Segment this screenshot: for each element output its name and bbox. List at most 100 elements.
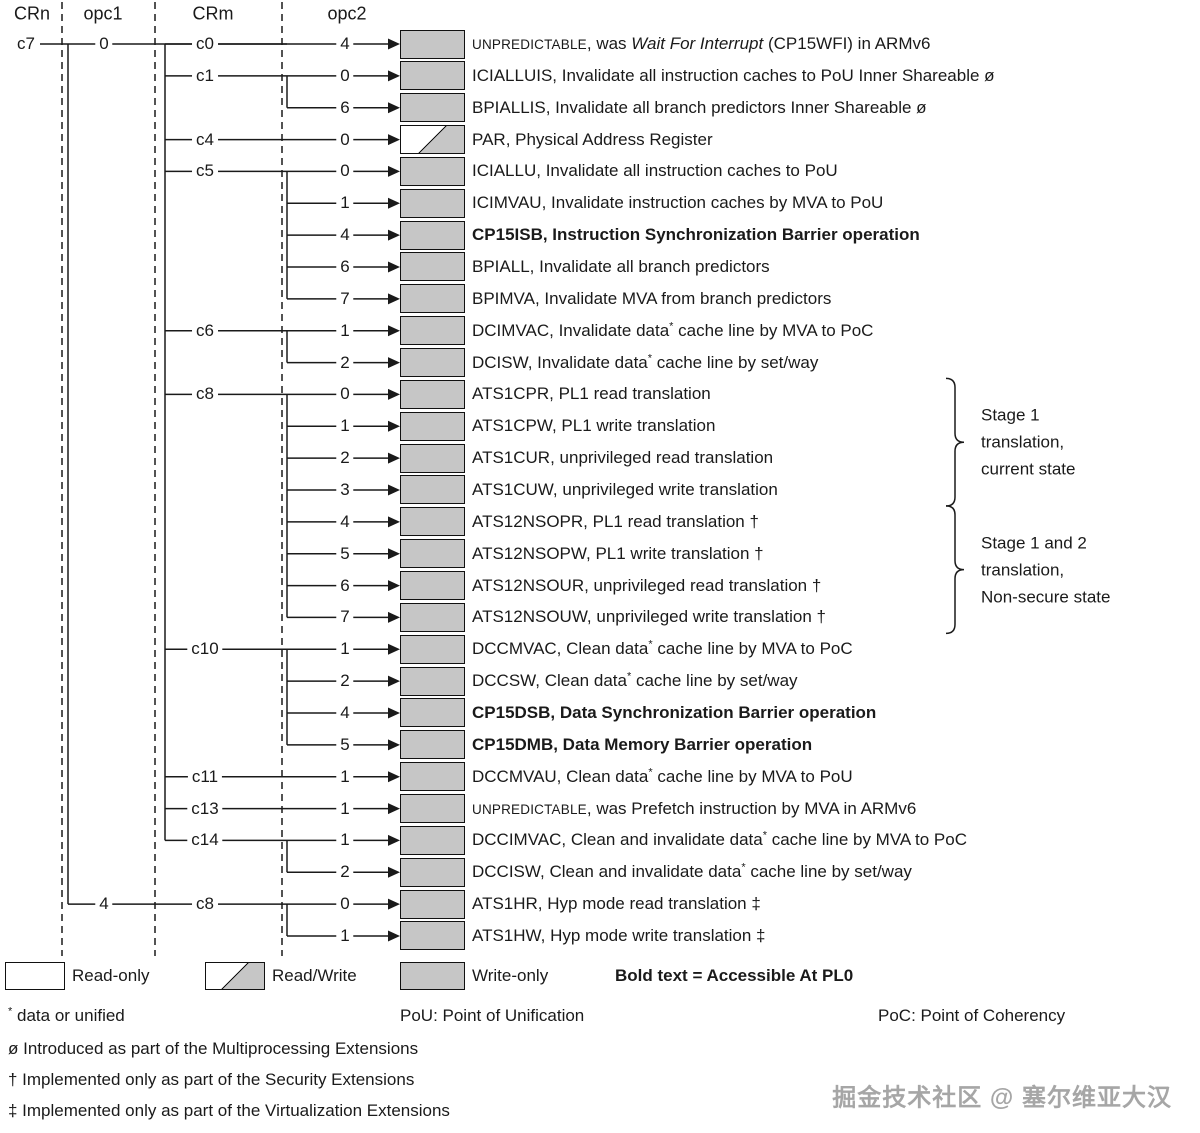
register-description: ATS1HR, Hyp mode read translation ‡ [472,894,761,914]
access-box-write-only [400,666,465,696]
watermark-text: 掘金技术社区 @ 塞尔维亚大汉 [832,1084,1172,1112]
opc2-value: 4 [336,511,354,532]
opc2-value: 3 [336,479,354,500]
column-header-crn: CRn [13,3,51,24]
column-header-crm: CRm [192,3,234,24]
register-description: DCCISW, Clean and invalidate data* cache… [472,861,912,882]
footnote-virtualization: ‡ Implemented only as part of the Virtua… [8,1101,450,1120]
register-description: ICIALLUIS, Invalidate all instruction ca… [472,65,995,85]
register-description: CP15DMB, Data Memory Barrier operation [472,734,813,754]
register-description: ATS12NSOUW, unprivileged write translati… [472,607,827,627]
access-box-write-only [400,348,465,378]
footnote-security: † Implemented only as part of the Securi… [8,1070,415,1089]
opc1-value: 0 [95,34,113,54]
access-box-write-only [400,921,465,951]
register-description: BPIMVA, Invalidate MVA from branch predi… [472,288,832,308]
opc2-value: 4 [336,225,354,246]
access-box-write-only [400,156,465,186]
crm-value: c8 [192,894,218,915]
crm-value: c14 [187,830,223,851]
register-description: DCIMVAC, Invalidate data* cache line by … [472,320,874,340]
opc2-value: 0 [336,161,354,182]
register-description: ATS12NSOPW, PL1 write translation † [472,543,764,563]
footnote-pou: PoU: Point of Unification [400,1006,585,1025]
opc2-value: 0 [336,65,354,86]
opc2-value: 1 [336,639,354,660]
opc2-value: 1 [336,193,354,214]
opc2-value: 2 [336,352,354,373]
access-box-write-only [400,571,465,601]
opc2-value: 5 [336,734,354,755]
footnote-multiprocessing: ø Introduced as part of the Multiprocess… [8,1039,419,1058]
access-box-write-only [400,93,465,123]
asterisk-symbol: * [8,1005,13,1018]
access-box-write-only [400,507,465,537]
opc2-value: 7 [336,288,354,309]
opc2-value: 5 [336,543,354,564]
register-description: DCCIMVAC, Clean and invalidate data* cac… [472,829,968,850]
opc2-value: 1 [336,320,354,341]
access-box-write-only [400,443,465,473]
column-header-opc1: opc1 [83,3,123,24]
opc2-value: 1 [336,925,354,946]
access-box-write-only [400,602,465,632]
opc2-value: 0 [336,384,354,405]
access-box-write-only [400,316,465,346]
access-box-write-only [400,794,465,824]
register-description: DCCSW, Clean data* cache line by set/way [472,670,798,691]
crm-value: c6 [192,320,218,341]
opc2-value: 0 [336,894,354,915]
access-box-write-only [400,698,465,728]
opc2-value: 1 [336,766,354,787]
opc2-value: 0 [336,129,354,150]
access-box-write-only [400,29,465,59]
opc2-value: 6 [336,97,354,118]
register-description: ATS1CPR, PL1 read translation [472,384,711,404]
opc2-value: 2 [336,862,354,883]
opc2-value: 7 [336,607,354,628]
register-description: ATS1CUW, unprivileged write translation [472,479,778,499]
opc2-value: 1 [336,416,354,437]
access-box-write-only [400,411,465,441]
crm-value: c4 [192,129,218,150]
register-description: DCCMVAC, Clean data* cache line by MVA t… [472,638,853,659]
register-description: DCISW, Invalidate data* cache line by se… [472,351,819,372]
legend-read-write-box [205,962,265,990]
legend-read-only-box [5,962,65,990]
opc1-value: 4 [95,894,113,915]
brace-label-stage12-nonsecure: Stage 1 and 2 translation, Non-secure st… [981,533,1111,607]
opc2-value: 2 [336,448,354,469]
register-description: BPIALL, Invalidate all branch predictors [472,256,770,276]
access-box-write-only [400,220,465,250]
register-description: ICIALLU, Invalidate all instruction cach… [472,161,838,181]
access-box-read-write [400,125,465,155]
access-box-write-only [400,61,465,91]
access-box-write-only [400,825,465,855]
access-box-write-only [400,762,465,792]
access-box-write-only [400,475,465,505]
opc2-value: 6 [336,256,354,277]
register-description: PAR, Physical Address Register [472,129,713,149]
access-box-write-only [400,730,465,760]
crm-value: c10 [187,639,223,660]
opc2-value: 1 [336,798,354,819]
footnote-poc: PoC: Point of Coherency [878,1006,1066,1025]
access-box-write-only [400,889,465,919]
column-header-opc2: opc2 [327,3,367,24]
brace-label-stage1-current: Stage 1 translation, current state [981,405,1076,479]
register-description: ATS1HW, Hyp mode write translation ‡ [472,925,766,945]
access-box-write-only [400,188,465,218]
legend-bold-note: Bold text = Accessible At PL0 [615,966,854,985]
register-description: ATS12NSOUR, unprivileged read translatio… [472,575,822,595]
crm-value: c8 [192,384,218,405]
register-description: ATS1CUR, unprivileged read translation [472,448,774,468]
opc2-value: 1 [336,830,354,851]
legend-read-only-label: Read-only [72,966,150,985]
register-description: UNPREDICTABLE, was Wait For Interrupt (C… [472,34,931,53]
legend-write-only-label: Write-only [472,966,549,985]
register-description: ATS1CPW, PL1 write translation [472,416,716,436]
crm-value: c1 [192,65,218,86]
access-box-write-only [400,857,465,887]
